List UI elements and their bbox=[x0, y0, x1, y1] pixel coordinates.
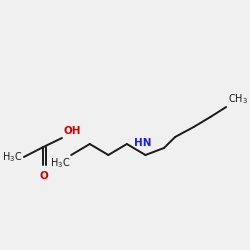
Text: O: O bbox=[39, 171, 48, 181]
Text: H$_3$C: H$_3$C bbox=[2, 150, 23, 164]
Text: H$_3$C: H$_3$C bbox=[50, 156, 70, 170]
Text: HN: HN bbox=[134, 138, 152, 148]
Text: CH$_3$: CH$_3$ bbox=[228, 92, 248, 106]
Text: OH: OH bbox=[63, 126, 80, 136]
